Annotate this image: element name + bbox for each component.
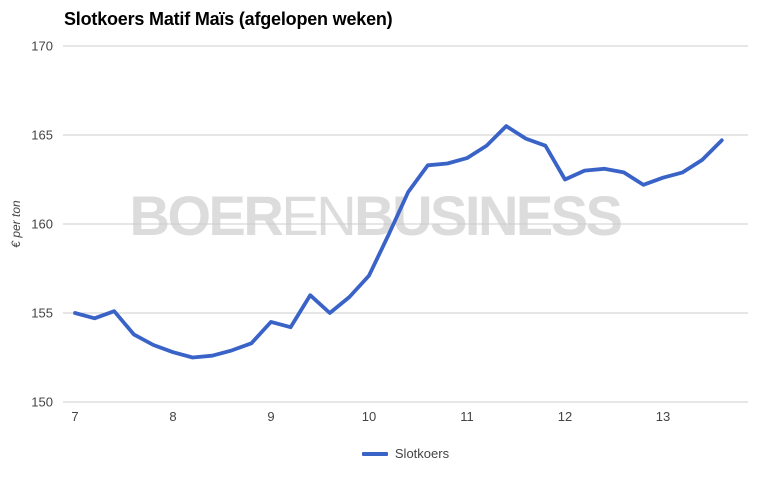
x-tick-label: 10 xyxy=(362,409,376,424)
x-tick-label: 7 xyxy=(71,409,78,424)
x-tick-label: 13 xyxy=(656,409,670,424)
y-axis-title: € per ton xyxy=(9,200,23,248)
x-tick-label: 12 xyxy=(558,409,572,424)
y-tick-label: 170 xyxy=(31,39,53,54)
watermark: BOERENBUSINESS xyxy=(130,188,623,244)
chart-title: Slotkoers Matif Maïs (afgelopen weken) xyxy=(64,9,393,29)
y-tick-label: 165 xyxy=(31,128,53,143)
y-tick-label: 150 xyxy=(31,395,53,410)
y-tick-label: 155 xyxy=(31,306,53,321)
x-tick-label: 8 xyxy=(169,409,176,424)
legend-label: Slotkoers xyxy=(394,446,450,461)
x-tick-label: 11 xyxy=(460,409,474,424)
legend-line-marker xyxy=(361,451,388,456)
x-tick-label: 9 xyxy=(267,409,274,424)
slotkoers-line xyxy=(73,124,724,360)
gridlines xyxy=(63,45,748,403)
watermark-boer: BOER xyxy=(129,184,284,247)
y-axis-tick-labels: 150 155 160 165 170 xyxy=(31,39,53,410)
watermark-en: EN xyxy=(281,184,356,247)
x-axis-tick-labels: 7 8 9 10 11 12 13 xyxy=(71,409,670,424)
legend: Slotkoers xyxy=(63,446,748,461)
y-tick-label: 160 xyxy=(31,217,53,232)
